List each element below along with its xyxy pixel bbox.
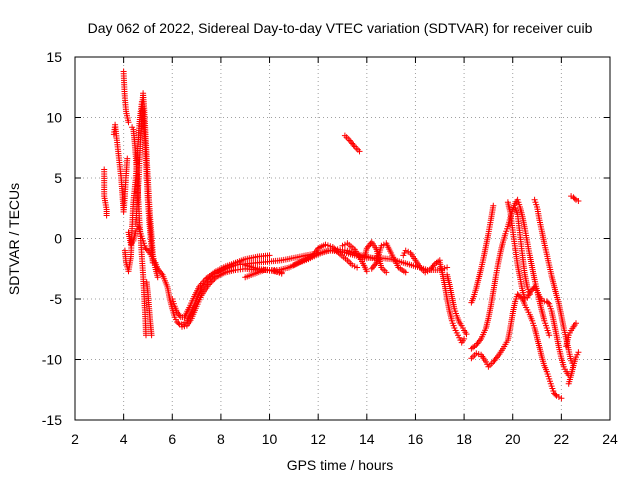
data-track: [341, 132, 363, 155]
data-track: [468, 196, 553, 352]
x-tick-label: 12: [310, 431, 326, 447]
grid: [75, 57, 610, 420]
data-track: [120, 68, 132, 126]
data-track: [512, 205, 533, 298]
data-track: [290, 241, 361, 271]
data-track: [504, 199, 572, 379]
data-track: [339, 240, 370, 275]
x-tick-label: 20: [505, 431, 521, 447]
y-tick-label: 15: [46, 49, 62, 65]
data-track: [400, 247, 443, 276]
data-track: [444, 271, 470, 338]
x-tick-label: 4: [120, 431, 128, 447]
x-tick-label: 8: [217, 431, 225, 447]
y-tick-label: -10: [42, 352, 62, 368]
y-tick-label: -5: [50, 291, 63, 307]
data-track: [242, 267, 285, 281]
y-tick-label: 0: [54, 231, 62, 247]
x-tick-label: 24: [602, 431, 618, 447]
data-track: [468, 291, 565, 402]
y-tick-label: 5: [54, 170, 62, 186]
y-tick-label: -15: [42, 412, 62, 428]
x-tick-label: 6: [168, 431, 176, 447]
y-tick-label: 10: [46, 110, 62, 126]
x-tick-label: 22: [554, 431, 570, 447]
data-track: [125, 223, 159, 266]
x-tick-label: 16: [408, 431, 424, 447]
data-points: [101, 68, 582, 402]
y-axis-label: SDTVAR / TECUs: [6, 183, 22, 295]
data-track: [143, 279, 155, 339]
data-track: [563, 320, 579, 350]
data-track: [110, 121, 131, 215]
data-track: [368, 240, 409, 276]
x-tick-label: 10: [262, 431, 278, 447]
chart-title: Day 062 of 2022, Sidereal Day-to-day VTE…: [88, 20, 593, 36]
data-track: [132, 90, 161, 281]
data-track: [179, 265, 285, 330]
data-track: [169, 252, 273, 321]
data-track: [565, 349, 582, 387]
x-tick-label: 2: [71, 431, 79, 447]
x-tick-label: 14: [359, 431, 375, 447]
data-track: [568, 193, 582, 204]
data-track: [436, 259, 468, 346]
data-track: [468, 202, 497, 306]
data-track: [101, 166, 110, 219]
data-track: [531, 196, 577, 369]
x-tick-label: 18: [456, 431, 472, 447]
x-axis-label: GPS time / hours: [287, 457, 394, 473]
